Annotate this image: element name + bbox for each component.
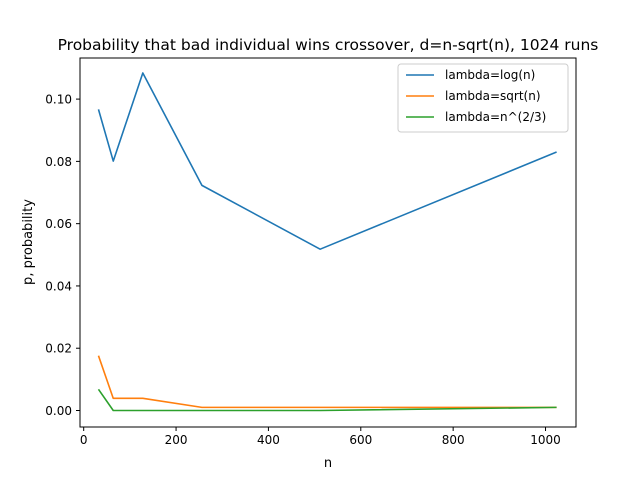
legend-label: lambda=sqrt(n) (445, 89, 541, 103)
y-tick-label: 0.02 (45, 342, 72, 356)
x-tick-label: 0 (80, 433, 88, 447)
y-tick-label: 0.10 (45, 93, 72, 107)
x-tick-label: 600 (349, 433, 372, 447)
y-axis-ticks: 0.00 0.02 0.04 0.06 0.08 0.10 (45, 93, 80, 418)
series-line (97, 388, 557, 412)
x-tick-label: 400 (257, 433, 280, 447)
series-lines (97, 72, 557, 412)
y-tick-label: 0.04 (45, 279, 72, 293)
axes-frame (79, 57, 577, 428)
x-tick-label: 200 (165, 433, 188, 447)
x-axis-ticks: 0 200 400 600 800 1000 (80, 427, 561, 447)
y-tick-label: 0.08 (45, 155, 72, 169)
legend-label: lambda=log(n) (445, 68, 535, 82)
y-axis-label: p, probability (21, 199, 36, 285)
y-tick-label: 0.00 (45, 404, 72, 418)
legend-frame (397, 63, 569, 133)
y-tick-label: 0.06 (45, 217, 72, 231)
legend: lambda=log(n) lambda=sqrt(n) lambda=n^(2/3… (397, 63, 569, 133)
chart-title: Probability that bad individual wins cro… (58, 36, 599, 54)
series-line (97, 72, 557, 250)
series-line (97, 355, 557, 409)
x-tick-label: 800 (442, 433, 465, 447)
legend-label: lambda=n^(2/3) (445, 110, 546, 124)
x-tick-label: 1000 (530, 433, 561, 447)
x-axis-label: n (324, 456, 332, 471)
